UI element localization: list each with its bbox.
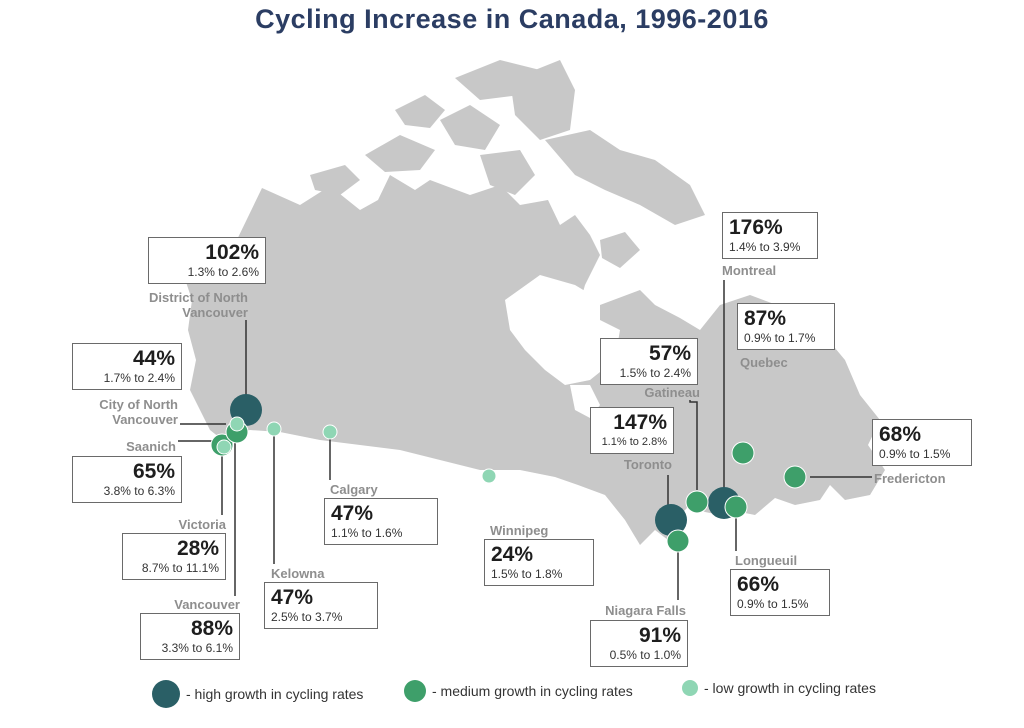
pct: 47% [271,586,314,609]
callout-fredericton: 68% 0.9% to 1.5% [872,419,972,466]
pct: 68% [879,423,922,446]
range: 2.5% to 3.7% [271,610,343,624]
callout-saanich: 65% 3.8% to 6.3% [72,456,182,503]
callout-calgary: 47% 1.1% to 1.6% [324,498,438,545]
pct: 91% [638,624,681,647]
callout-kelowna: 47% 2.5% to 3.7% [264,582,378,629]
callout-district-north-vancouver: 102% 1.3% to 2.6% [148,237,266,284]
callout-niagara-falls: 91% 0.5% to 1.0% [590,620,688,667]
city-label-calgary: Calgary [330,482,378,497]
pct: 87% [744,307,787,330]
range: 0.9% to 1.5% [737,597,809,611]
marker-niagara [666,529,690,553]
range: 8.7% to 11.1% [141,561,219,575]
marker-quebec [731,441,755,465]
range: 3.8% to 6.3% [103,484,175,498]
legend-dot-high [152,680,180,708]
pct: 102% [205,241,259,264]
range: 0.9% to 1.5% [879,447,951,461]
pct: 44% [132,347,175,370]
range: 1.1% to 2.8% [601,436,667,448]
callout-gatineau: 57% 1.5% to 2.4% [600,338,698,385]
pct: 24% [491,543,534,566]
city-label-montreal: Montreal [722,263,777,278]
city-label-fredericton: Fredericton [874,471,946,486]
pct: 47% [331,502,374,525]
city-label-district-north-vancouver: District of North Vancouver [149,290,248,320]
callout-vancouver: 88% 3.3% to 6.1% [140,613,240,660]
legend-low: - low growth in cycling rates [682,680,876,696]
pct: 66% [737,573,780,596]
legend-dot-medium [404,680,426,702]
legend-high: - high growth in cycling rates [152,680,363,708]
range: 1.4% to 3.9% [729,240,801,254]
pct: 88% [190,617,233,640]
city-label-kelowna: Kelowna [271,566,325,581]
range: 3.3% to 6.1% [161,641,233,655]
city-label-saanich: Saanich [126,439,176,454]
marker-winnipeg [481,468,497,484]
city-label-longueuil: Longueuil [735,553,798,568]
city-label-victoria: Victoria [178,517,226,532]
callout-winnipeg: 24% 1.5% to 1.8% [484,539,594,586]
leader-lines [178,280,872,600]
city-label-quebec: Quebec [740,355,788,370]
callout-city-north-vancouver: 44% 1.7% to 2.4% [72,343,182,390]
callout-quebec: 87% 0.9% to 1.7% [737,303,835,350]
city-label-city-north-vancouver: City of North Vancouver [99,397,178,427]
legend-label-high: - high growth in cycling rates [186,686,364,702]
marker-victoria [216,439,232,455]
marker-gatineau [685,490,709,514]
range: 1.3% to 2.6% [187,265,259,279]
legend-dot-low [682,680,698,696]
range: 1.1% to 1.6% [331,526,403,540]
city-label-winnipeg: Winnipeg [490,523,549,538]
range: 1.5% to 1.8% [491,567,563,581]
city-label-gatineau: Gatineau [644,385,700,400]
legend-medium: - medium growth in cycling rates [404,680,633,702]
range: 0.9% to 1.7% [744,331,816,345]
marker-longueuil [724,495,748,519]
map-title: Cycling Increase in Canada, 1996-2016 [255,4,769,34]
pct: 57% [648,342,691,365]
city-label-vancouver: Vancouver [174,597,240,612]
marker-kelowna [266,421,282,437]
marker-toronto [655,504,687,536]
marker-cnv [229,416,245,432]
legend-label-medium: - medium growth in cycling rates [432,683,633,699]
pct: 176% [729,216,783,239]
callout-toronto: 147% 1.1% to 2.8% [590,407,674,454]
city-markers [210,394,807,553]
city-label-toronto: Toronto [623,457,672,472]
callout-victoria: 28% 8.7% to 11.1% [122,533,226,580]
range: 1.7% to 2.4% [103,371,175,385]
callout-longueuil: 66% 0.9% to 1.5% [730,569,830,616]
leader-line-gatineau [689,400,698,490]
legend-label-low: - low growth in cycling rates [704,680,876,696]
marker-calgary [322,424,338,440]
range: 1.5% to 2.4% [619,366,691,380]
pct: 147% [613,411,667,434]
pct: 65% [132,460,175,483]
hudson-bay [505,275,620,385]
callout-montreal: 176% 1.4% to 3.9% [722,212,818,259]
marker-fredericton [783,465,807,489]
range: 0.5% to 1.0% [609,648,681,662]
pct: 28% [176,537,219,560]
city-label-niagara-falls: Niagara Falls [605,603,686,618]
